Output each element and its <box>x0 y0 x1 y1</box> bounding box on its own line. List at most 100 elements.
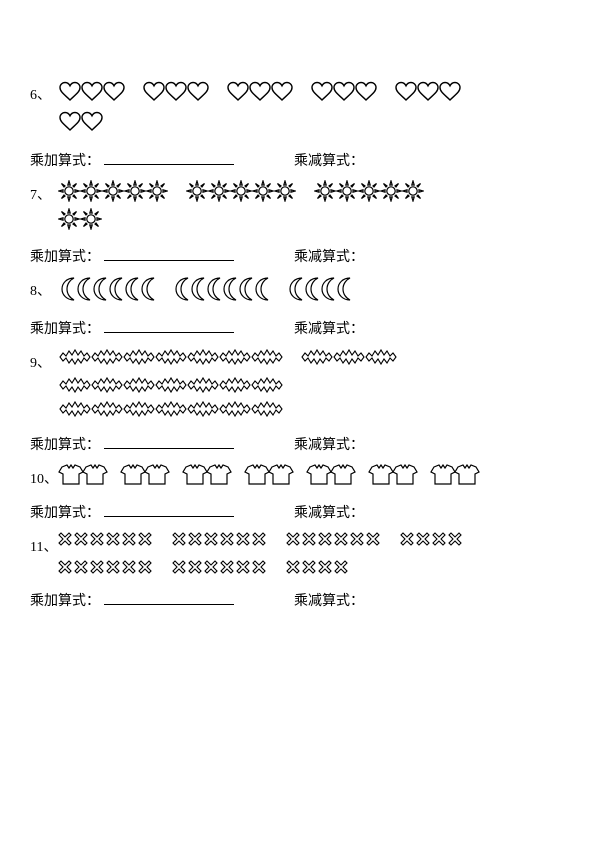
icon-group <box>58 400 282 418</box>
icon-group <box>300 348 396 366</box>
icon-row <box>58 208 565 232</box>
label-sub: 乘减算式： <box>294 250 364 265</box>
label-sub: 乘减算式： <box>294 154 364 169</box>
burst-icon <box>250 400 284 418</box>
label-sub: 乘减算式： <box>294 506 364 521</box>
burst-icon <box>154 348 188 366</box>
label-add: 乘加算式： <box>30 246 100 266</box>
icon-group <box>58 464 106 486</box>
icon-group <box>286 532 382 546</box>
heart-icon <box>164 80 188 104</box>
blank-add[interactable] <box>104 151 234 165</box>
sun-icon <box>80 208 102 230</box>
problem-10: 10、 乘加算式： 乘减算式： <box>30 464 565 522</box>
heart-icon <box>80 110 104 134</box>
icon-row <box>58 400 565 420</box>
cross-icon <box>90 532 104 546</box>
label-add: 乘加算式： <box>30 590 100 610</box>
cross-icon <box>334 560 348 574</box>
icon-group <box>58 348 282 366</box>
cross-icon <box>106 560 120 574</box>
blank-add[interactable] <box>104 503 234 517</box>
cross-icon <box>350 532 364 546</box>
icon-group <box>182 464 230 486</box>
cross-icon <box>252 560 266 574</box>
icon-group <box>394 80 460 104</box>
sun-icon <box>402 180 424 202</box>
icon-group <box>430 464 478 486</box>
blank-add[interactable] <box>104 591 234 605</box>
icon-row <box>58 560 565 576</box>
blank-add[interactable] <box>104 247 234 261</box>
heart-icon <box>80 80 104 104</box>
burst-icon <box>364 348 398 366</box>
shirt-icon <box>330 464 356 486</box>
burst-icon <box>90 376 124 394</box>
cross-icon <box>236 532 250 546</box>
blank-add[interactable] <box>104 435 234 449</box>
shirt-icon <box>392 464 418 486</box>
label-add: 乘加算式： <box>30 150 100 170</box>
icon-row <box>58 376 565 396</box>
shirt-icon <box>144 464 170 486</box>
icon-group <box>142 80 208 104</box>
icon-row <box>58 110 565 136</box>
cross-icon <box>58 560 72 574</box>
shirt-icon <box>368 464 394 486</box>
sun-icon <box>314 180 336 202</box>
answer-row: 乘加算式： 乘减算式： <box>30 502 565 522</box>
cross-icon <box>400 532 414 546</box>
answer-row: 乘加算式： 乘减算式： <box>30 434 565 454</box>
cross-icon <box>122 560 136 574</box>
cross-icon <box>334 532 348 546</box>
answer-row: 乘加算式： 乘减算式： <box>30 246 565 266</box>
sun-icon <box>102 180 124 202</box>
cross-icon <box>366 532 380 546</box>
burst-icon <box>218 376 252 394</box>
burst-icon <box>250 348 284 366</box>
icon-group <box>58 80 124 104</box>
sun-icon <box>80 180 102 202</box>
heart-icon <box>186 80 210 104</box>
burst-icon <box>58 376 92 394</box>
heart-icon <box>354 80 378 104</box>
problem-8: 8、 乘加算式： 乘减算式： <box>30 276 565 338</box>
icon-row <box>58 532 565 548</box>
heart-icon <box>226 80 250 104</box>
moon-icon <box>334 276 356 302</box>
cross-icon <box>204 560 218 574</box>
sun-icon <box>124 180 146 202</box>
cross-icon <box>138 560 152 574</box>
icon-group <box>58 110 102 134</box>
blank-add[interactable] <box>104 319 234 333</box>
icon-group <box>400 532 464 546</box>
heart-icon <box>332 80 356 104</box>
shirt-icon <box>268 464 294 486</box>
cross-icon <box>188 560 202 574</box>
cross-icon <box>90 560 104 574</box>
cross-icon <box>172 560 186 574</box>
answer-row: 乘加算式： 乘减算式： <box>30 150 565 170</box>
cross-icon <box>318 532 332 546</box>
icon-group <box>58 376 282 394</box>
shirt-icon <box>244 464 270 486</box>
sun-icon <box>358 180 380 202</box>
icon-group <box>58 276 154 302</box>
sun-icon <box>336 180 358 202</box>
icon-group <box>172 532 268 546</box>
icon-group <box>58 560 154 574</box>
moon-icon <box>252 276 274 302</box>
problem-number: 8、 <box>30 276 58 300</box>
icon-row <box>58 464 565 488</box>
heart-icon <box>416 80 440 104</box>
label-add: 乘加算式： <box>30 502 100 522</box>
icon-group <box>244 464 292 486</box>
cross-icon <box>220 560 234 574</box>
moon-icon <box>138 276 160 302</box>
problem-number: 6、 <box>30 80 58 104</box>
icon-group <box>314 180 424 202</box>
burst-icon <box>122 348 156 366</box>
burst-icon <box>218 348 252 366</box>
cross-icon <box>106 532 120 546</box>
shirt-icon <box>82 464 108 486</box>
